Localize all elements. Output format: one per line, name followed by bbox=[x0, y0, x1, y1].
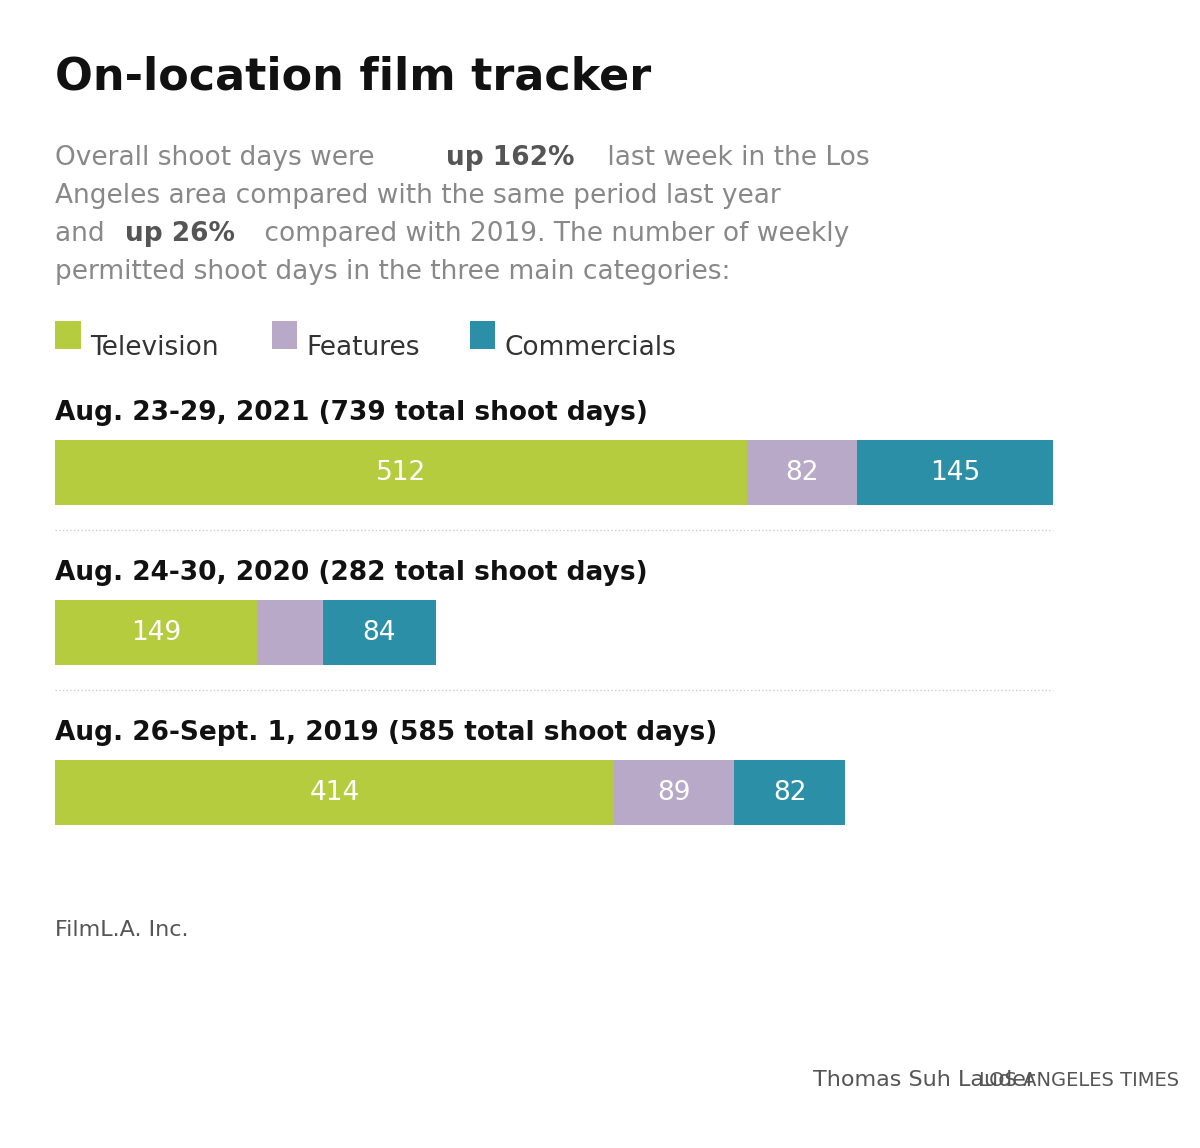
FancyBboxPatch shape bbox=[55, 760, 614, 825]
Text: Commercials: Commercials bbox=[505, 335, 677, 360]
FancyBboxPatch shape bbox=[734, 760, 845, 825]
Text: 89: 89 bbox=[658, 779, 691, 806]
FancyBboxPatch shape bbox=[857, 440, 1052, 505]
FancyBboxPatch shape bbox=[614, 760, 734, 825]
Text: permitted shoot days in the three main categories:: permitted shoot days in the three main c… bbox=[55, 259, 731, 285]
Text: FilmL.A. Inc.: FilmL.A. Inc. bbox=[55, 920, 188, 940]
FancyBboxPatch shape bbox=[55, 440, 746, 505]
Text: Thomas Suh Lauder: Thomas Suh Lauder bbox=[812, 1070, 1034, 1089]
FancyBboxPatch shape bbox=[257, 600, 323, 665]
Text: 82: 82 bbox=[773, 779, 806, 806]
Text: last week in the Los: last week in the Los bbox=[599, 145, 870, 171]
FancyBboxPatch shape bbox=[55, 600, 257, 665]
Text: Aug. 23-29, 2021 (739 total shoot days): Aug. 23-29, 2021 (739 total shoot days) bbox=[55, 400, 648, 426]
Text: Aug. 26-Sept. 1, 2019 (585 total shoot days): Aug. 26-Sept. 1, 2019 (585 total shoot d… bbox=[55, 720, 718, 746]
Text: and: and bbox=[55, 222, 114, 247]
Text: Features: Features bbox=[307, 335, 420, 360]
Text: Television: Television bbox=[90, 335, 220, 360]
Text: 149: 149 bbox=[131, 620, 181, 645]
FancyBboxPatch shape bbox=[323, 600, 436, 665]
FancyBboxPatch shape bbox=[271, 321, 298, 349]
Text: 84: 84 bbox=[362, 620, 396, 645]
FancyBboxPatch shape bbox=[746, 440, 857, 505]
Text: On-location film tracker: On-location film tracker bbox=[55, 55, 652, 98]
Text: 145: 145 bbox=[930, 459, 980, 486]
Text: Overall shoot days were: Overall shoot days were bbox=[55, 145, 383, 171]
Text: compared with 2019. The number of weekly: compared with 2019. The number of weekly bbox=[256, 222, 848, 247]
Text: 414: 414 bbox=[310, 779, 360, 806]
Text: Angeles area compared with the same period last year: Angeles area compared with the same peri… bbox=[55, 183, 781, 209]
Text: LOS ANGELES TIMES: LOS ANGELES TIMES bbox=[979, 1071, 1180, 1089]
Text: Aug. 24-30, 2020 (282 total shoot days): Aug. 24-30, 2020 (282 total shoot days) bbox=[55, 560, 648, 585]
Text: 82: 82 bbox=[785, 459, 818, 486]
Text: up 26%: up 26% bbox=[125, 222, 234, 247]
FancyBboxPatch shape bbox=[469, 321, 496, 349]
FancyBboxPatch shape bbox=[55, 321, 82, 349]
Text: up 162%: up 162% bbox=[446, 145, 575, 171]
Text: 512: 512 bbox=[376, 459, 426, 486]
